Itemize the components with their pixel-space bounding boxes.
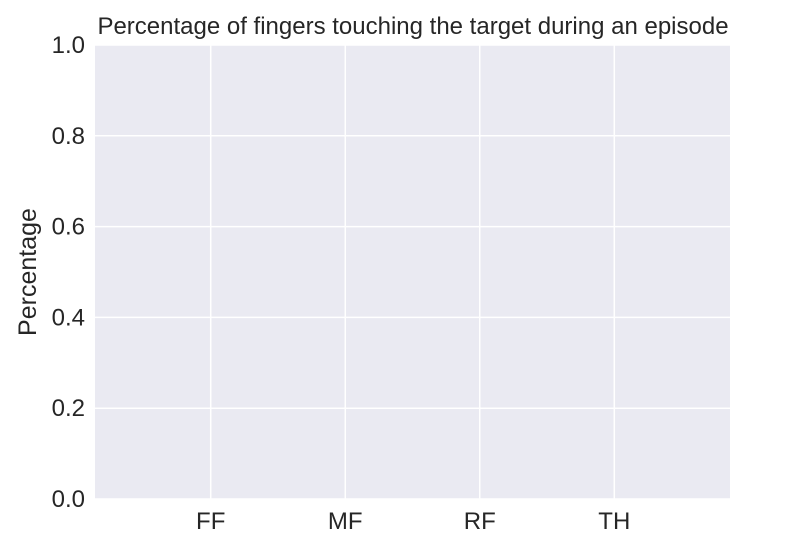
x-tick-label: TH (598, 508, 630, 535)
y-tick-label: 0.2 (52, 395, 85, 422)
x-tick-label: FF (196, 508, 225, 535)
plot-area (95, 45, 730, 499)
y-axis-label: Percentage (14, 208, 42, 336)
chart-title: Percentage of fingers touching the targe… (97, 13, 728, 40)
y-tick-label: 1.0 (52, 32, 85, 59)
y-tick-label: 0.4 (52, 304, 85, 331)
y-tick-label: 0.0 (52, 486, 85, 513)
x-tick-label: RF (464, 508, 496, 535)
x-axis-ticks: FF MF RF TH (196, 508, 630, 535)
x-tick-label: MF (328, 508, 363, 535)
grid-lines (95, 44, 730, 500)
y-tick-label: 0.8 (52, 123, 85, 150)
y-axis-ticks: 0.0 0.2 0.4 0.6 0.8 1.0 (52, 32, 85, 513)
y-tick-label: 0.6 (52, 214, 85, 241)
